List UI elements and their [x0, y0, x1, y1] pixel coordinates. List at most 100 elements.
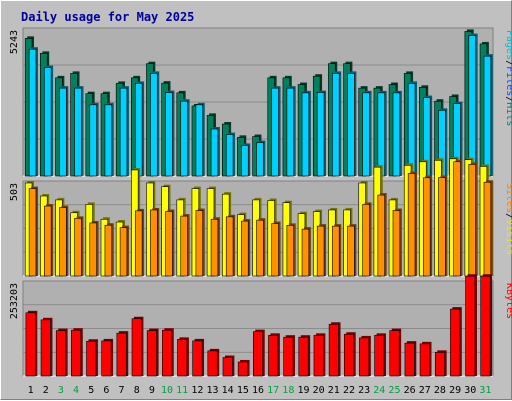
- x-tick-label-8: 8: [134, 385, 140, 396]
- bar-sites-day-1-face: [28, 188, 37, 277]
- bar-kbytes-day-17-face: [268, 335, 279, 377]
- panel-visits-sites-max-label: 503: [9, 183, 20, 201]
- bar-sites-day-4: [74, 216, 84, 277]
- bar-kbytes-day-28-face: [434, 352, 445, 377]
- bar-files-day-18-face: [286, 87, 295, 177]
- bar-files-day-16-face: [256, 142, 264, 177]
- x-tick-label-15: 15: [237, 385, 249, 396]
- bar-files-day-31: [483, 54, 493, 177]
- bar-kbytes-day-10: [162, 328, 174, 377]
- bar-sites-day-31-face: [483, 181, 492, 277]
- bar-kbytes-day-6: [101, 338, 114, 377]
- bar-files-day-25: [392, 90, 402, 177]
- bar-kbytes-day-7-face: [116, 332, 127, 377]
- bar-kbytes-day-18-face: [283, 336, 294, 377]
- legend-entry-sites: Sites: [504, 183, 512, 213]
- legend-entry-visits: Visits: [504, 219, 512, 255]
- bar-files-day-13: [210, 127, 220, 177]
- bar-files-day-19: [301, 90, 311, 177]
- bar-kbytes-day-31: [480, 274, 493, 377]
- bar-sites-day-10-face: [165, 211, 173, 277]
- bar-kbytes-day-5-face: [86, 340, 97, 377]
- bar-sites-day-3: [59, 205, 69, 277]
- bar-sites-day-20-face: [316, 225, 325, 277]
- x-tick-label-26: 26: [404, 385, 416, 396]
- bar-files-day-1-face: [28, 48, 37, 177]
- x-tick-label-29: 29: [449, 385, 461, 396]
- bar-kbytes-day-26-face: [404, 342, 415, 377]
- bar-kbytes-day-1: [25, 310, 38, 377]
- bar-files-day-4: [74, 86, 84, 177]
- bar-files-day-17-face: [271, 87, 279, 177]
- bar-sites-day-13: [210, 217, 220, 277]
- bar-kbytes-day-27-face: [419, 343, 430, 377]
- bar-files-day-30-face: [468, 35, 476, 177]
- panel-visits-sites-legend: Sites/Visits: [504, 183, 512, 255]
- bar-sites-day-23-face: [362, 204, 370, 277]
- bar-sites-day-16: [256, 218, 266, 277]
- bar-sites-day-15-face: [241, 220, 249, 277]
- bar-files-day-3-face: [59, 87, 67, 177]
- panels-group: 5243Pages/Files/Hits503Sites/Visits25320…: [9, 27, 512, 377]
- bar-sites-day-10: [165, 209, 175, 277]
- bar-files-day-3: [59, 86, 69, 177]
- x-tick-label-6: 6: [103, 385, 109, 396]
- bar-files-day-20: [316, 90, 327, 177]
- bar-files-day-14-face: [225, 134, 234, 177]
- bar-sites-day-27: [423, 175, 433, 277]
- x-tick-label-10: 10: [161, 385, 173, 396]
- x-tick-label-13: 13: [206, 385, 218, 396]
- x-tick-label-22: 22: [343, 385, 355, 396]
- bar-kbytes-day-9: [146, 328, 159, 377]
- bar-files-day-9: [150, 71, 160, 177]
- bar-sites-day-16-face: [256, 219, 264, 277]
- bar-files-day-22-face: [347, 73, 355, 177]
- bar-files-day-16: [256, 140, 266, 177]
- bar-kbytes-day-23-face: [359, 337, 370, 377]
- x-tick-label-27: 27: [419, 385, 431, 396]
- bar-sites-day-11: [180, 214, 190, 277]
- bar-sites-day-13-face: [210, 218, 219, 277]
- bar-files-day-21: [332, 71, 342, 177]
- bar-kbytes-day-16-face: [253, 331, 264, 377]
- panel-kbytes-legend: KBytes: [504, 283, 512, 319]
- x-tick-label-17: 17: [267, 385, 279, 396]
- bar-kbytes-day-30: [465, 274, 477, 377]
- bar-kbytes-day-1-face: [25, 312, 36, 377]
- bar-kbytes-day-26: [404, 341, 417, 377]
- bar-kbytes-day-18: [283, 335, 296, 377]
- bar-sites-day-30-face: [468, 164, 476, 277]
- legend-entry-files: Files: [504, 66, 512, 96]
- bar-kbytes-day-17: [268, 333, 280, 377]
- bar-sites-day-19-face: [301, 228, 310, 277]
- bar-files-day-2: [44, 65, 54, 177]
- bar-sites-day-14-face: [225, 216, 234, 277]
- x-tick-label-31: 31: [479, 385, 491, 396]
- bar-files-day-7: [119, 86, 129, 177]
- x-tick-label-2: 2: [43, 385, 49, 396]
- x-tick-label-11: 11: [176, 385, 188, 396]
- legend-entry-hits: Hits: [504, 102, 512, 126]
- bar-files-day-24-face: [377, 92, 385, 177]
- bar-sites-day-14: [225, 214, 236, 277]
- bar-sites-day-5-face: [89, 222, 97, 277]
- bar-sites-day-11-face: [180, 215, 188, 277]
- bar-sites-day-21-face: [332, 225, 340, 277]
- panel-hits-files-legend: Pages/Files/Hits: [504, 30, 512, 126]
- bar-kbytes-day-12-face: [192, 340, 203, 377]
- x-tick-label-21: 21: [328, 385, 340, 396]
- bar-kbytes-day-27: [419, 341, 432, 377]
- bar-files-day-25-face: [392, 92, 401, 177]
- bar-kbytes-day-13-face: [207, 350, 218, 377]
- bar-files-day-21-face: [332, 73, 340, 177]
- bar-files-day-13-face: [210, 128, 219, 177]
- bar-sites-day-25: [392, 208, 402, 277]
- bar-sites-day-18-face: [286, 225, 295, 277]
- bar-kbytes-day-9-face: [146, 330, 157, 377]
- x-tick-label-20: 20: [313, 385, 325, 396]
- bar-kbytes-day-7: [116, 331, 129, 377]
- legend-entry-sep: /: [504, 213, 512, 219]
